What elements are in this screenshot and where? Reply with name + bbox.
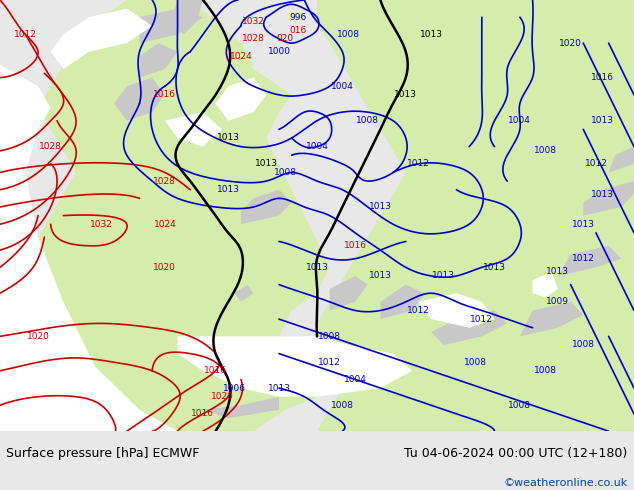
Text: 1009: 1009 xyxy=(547,297,569,306)
Text: 1008: 1008 xyxy=(274,168,297,177)
Text: 1004: 1004 xyxy=(344,375,366,384)
Polygon shape xyxy=(216,77,266,121)
Text: 1008: 1008 xyxy=(534,367,557,375)
Polygon shape xyxy=(114,77,165,121)
Text: ©weatheronline.co.uk: ©weatheronline.co.uk xyxy=(503,478,628,488)
Text: 1013: 1013 xyxy=(483,263,506,272)
Text: 1004: 1004 xyxy=(306,142,328,151)
Polygon shape xyxy=(380,285,425,319)
Text: 1024: 1024 xyxy=(153,220,176,229)
Polygon shape xyxy=(203,397,279,418)
Polygon shape xyxy=(520,302,583,336)
Text: 1012: 1012 xyxy=(585,159,607,169)
Polygon shape xyxy=(418,293,495,328)
Text: 1016: 1016 xyxy=(204,367,227,375)
Text: 1013: 1013 xyxy=(591,190,614,198)
Text: 1016: 1016 xyxy=(591,73,614,82)
Polygon shape xyxy=(178,336,412,397)
Text: Surface pressure [hPa] ECMWF: Surface pressure [hPa] ECMWF xyxy=(6,447,200,460)
Polygon shape xyxy=(178,0,254,77)
Polygon shape xyxy=(139,9,203,43)
Text: 1020: 1020 xyxy=(210,392,233,401)
Text: Tu 04-06-2024 00:00 UTC (12+180): Tu 04-06-2024 00:00 UTC (12+180) xyxy=(404,447,628,460)
Text: 1028: 1028 xyxy=(39,142,62,151)
Text: 1012: 1012 xyxy=(14,30,37,39)
Text: 1020: 1020 xyxy=(153,263,176,272)
Polygon shape xyxy=(317,0,634,431)
Polygon shape xyxy=(241,190,292,224)
Text: 020: 020 xyxy=(276,34,294,43)
Polygon shape xyxy=(51,9,152,69)
Text: 1006: 1006 xyxy=(223,384,246,392)
Polygon shape xyxy=(330,276,368,311)
Text: 1024: 1024 xyxy=(230,51,252,61)
Text: 1013: 1013 xyxy=(369,202,392,212)
Text: 1032: 1032 xyxy=(90,220,113,229)
Text: 1013: 1013 xyxy=(432,271,455,280)
Text: 1013: 1013 xyxy=(217,133,240,143)
Text: 1008: 1008 xyxy=(508,401,531,410)
Text: 1008: 1008 xyxy=(318,332,341,341)
Polygon shape xyxy=(25,0,330,431)
Text: 1013: 1013 xyxy=(420,30,443,39)
Text: 1013: 1013 xyxy=(394,90,417,99)
Text: 1013: 1013 xyxy=(268,384,290,392)
Text: 1008: 1008 xyxy=(356,116,379,125)
Polygon shape xyxy=(0,65,178,431)
Text: 1020: 1020 xyxy=(27,332,49,341)
Text: 1028: 1028 xyxy=(242,34,265,43)
Text: 1028: 1028 xyxy=(153,176,176,186)
Polygon shape xyxy=(139,43,178,77)
Text: 1004: 1004 xyxy=(508,116,531,125)
Text: 1012: 1012 xyxy=(572,254,595,263)
Text: 1020: 1020 xyxy=(559,39,582,48)
Polygon shape xyxy=(171,0,203,34)
Polygon shape xyxy=(609,147,634,172)
Polygon shape xyxy=(533,271,558,297)
Polygon shape xyxy=(583,181,634,216)
Text: 996: 996 xyxy=(289,13,307,22)
Text: 1008: 1008 xyxy=(572,341,595,349)
Text: 1013: 1013 xyxy=(572,220,595,229)
Text: 1032: 1032 xyxy=(242,17,265,26)
Text: 1008: 1008 xyxy=(337,30,360,39)
Polygon shape xyxy=(558,246,621,276)
Text: 1013: 1013 xyxy=(369,271,392,280)
Text: 1012: 1012 xyxy=(470,315,493,323)
Text: 1012: 1012 xyxy=(407,306,430,315)
Text: 1016: 1016 xyxy=(153,90,176,99)
Text: 1013: 1013 xyxy=(255,159,278,169)
Text: 016: 016 xyxy=(289,25,307,35)
Text: 1013: 1013 xyxy=(591,116,614,125)
Text: 1000: 1000 xyxy=(268,47,290,56)
Text: 1008: 1008 xyxy=(464,358,487,367)
Text: 1012: 1012 xyxy=(318,358,341,367)
Polygon shape xyxy=(235,285,254,302)
Text: 1013: 1013 xyxy=(547,267,569,276)
Text: 1012: 1012 xyxy=(407,159,430,169)
Text: 1013: 1013 xyxy=(306,263,328,272)
Polygon shape xyxy=(165,112,222,147)
Text: 1004: 1004 xyxy=(331,82,354,91)
Text: 1013: 1013 xyxy=(217,185,240,194)
Polygon shape xyxy=(431,311,507,345)
Text: 1008: 1008 xyxy=(534,147,557,155)
Text: 1016: 1016 xyxy=(344,241,366,250)
Text: 1016: 1016 xyxy=(191,410,214,418)
Text: 1008: 1008 xyxy=(331,401,354,410)
